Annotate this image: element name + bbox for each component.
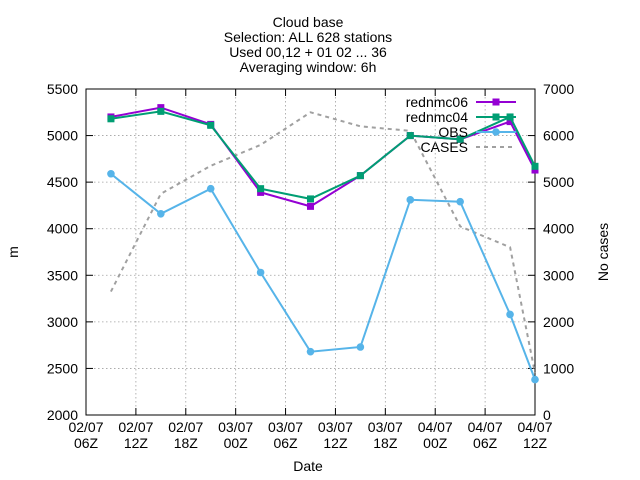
data-point-rednmc04 xyxy=(531,162,539,170)
data-point-obs xyxy=(406,196,415,204)
legend-marker-obs xyxy=(492,128,500,136)
data-point-rednmc06 xyxy=(257,188,265,196)
data-point-obs xyxy=(306,347,315,356)
y2-tick-label: 0 xyxy=(543,407,551,423)
y-tick-label: 5500 xyxy=(47,81,78,97)
y2-tick-label: 5000 xyxy=(543,174,574,190)
chart-title-line-2: Selection: ALL 628 stations xyxy=(224,29,392,45)
grid xyxy=(86,89,535,415)
data-point-rednmc04 xyxy=(406,132,414,140)
x-tick-label-date: 03/07 xyxy=(268,419,303,435)
legend-label-cases: CASES xyxy=(421,139,468,155)
y2-tick-label: 3000 xyxy=(543,267,574,283)
legend-label-rednmc06: rednmc06 xyxy=(406,94,468,110)
axes: 2000 2500 3000 3500 4000 4500 5000 5500 0 1000 200… xyxy=(47,81,575,451)
chart-title-line-4: Averaging window: 6h xyxy=(240,59,377,75)
y2-tick-label: 6000 xyxy=(543,128,574,144)
x-tick-label-hour: 06Z xyxy=(273,435,298,451)
x-tick-label-date: 03/07 xyxy=(218,419,253,435)
y-tick-label: 3000 xyxy=(47,314,78,330)
x-tick-label-hour: 12Z xyxy=(323,435,348,451)
x-tick-label-hour: 06Z xyxy=(74,435,99,451)
y-tick-label: 5000 xyxy=(47,128,78,144)
chart-title-line-3: Used 00,12 + 01 02 ... 36 xyxy=(229,44,387,60)
data-point-rednmc04 xyxy=(107,115,115,123)
y-tick-label: 4000 xyxy=(47,221,78,237)
x-tick-label-hour: 12Z xyxy=(523,435,548,451)
x-axis-label: Date xyxy=(293,458,323,474)
data-point-obs xyxy=(531,375,539,384)
series-layer xyxy=(107,104,539,384)
data-point-rednmc04 xyxy=(307,195,314,203)
x-tick-label-hour: 00Z xyxy=(423,435,448,451)
y-tick-label: 2500 xyxy=(47,360,78,376)
chart-title-line-1: Cloud base xyxy=(273,14,344,30)
x-tick-label-hour: 06Z xyxy=(473,435,498,451)
x-tick-label-date: 02/07 xyxy=(118,419,153,435)
data-point-rednmc06 xyxy=(307,202,314,210)
y-tick-label: 2000 xyxy=(47,407,78,423)
y2-tick-label: 2000 xyxy=(543,314,574,330)
data-point-obs xyxy=(107,169,115,178)
legend-marker-rednmc06 xyxy=(492,98,500,106)
y-axis-label: m xyxy=(5,246,21,258)
data-point-rednmc04 xyxy=(456,135,464,143)
y2-axis-label: No cases xyxy=(595,223,611,281)
x-tick-label-hour: 12Z xyxy=(124,435,149,451)
data-point-obs xyxy=(206,184,215,193)
series-line-obs xyxy=(110,173,536,380)
data-point-rednmc04 xyxy=(157,107,165,115)
legend-label-rednmc04: rednmc04 xyxy=(406,109,468,125)
x-tick-label-hour: 18Z xyxy=(373,435,398,451)
data-point-rednmc06 xyxy=(506,118,514,126)
data-point-rednmc04 xyxy=(257,185,265,193)
y2-tick-label: 4000 xyxy=(543,221,574,237)
legend-marker-rednmc04 xyxy=(492,113,500,121)
data-point-obs xyxy=(356,343,365,351)
x-tick-label-date: 04/07 xyxy=(517,419,552,435)
x-tick-label-hour: 18Z xyxy=(174,435,199,451)
data-point-rednmc06 xyxy=(531,166,539,174)
series-line-cases xyxy=(110,111,536,374)
x-tick-label-hour: 00Z xyxy=(224,435,249,451)
data-point-obs xyxy=(506,310,514,319)
data-point-obs xyxy=(456,197,464,206)
data-point-obs xyxy=(256,268,265,277)
x-tick-label-date: 04/07 xyxy=(468,419,503,435)
series-line-rednmc04 xyxy=(110,110,536,200)
y2-tick-label: 7000 xyxy=(543,81,574,97)
data-point-rednmc04 xyxy=(356,172,364,180)
y-tick-label: 3500 xyxy=(47,267,78,283)
x-tick-label-date: 03/07 xyxy=(318,419,353,435)
x-tick-label-date: 02/07 xyxy=(68,419,103,435)
y2-tick-label: 1000 xyxy=(543,360,574,376)
plot-frame xyxy=(85,88,536,416)
y-tick-label: 4500 xyxy=(47,174,78,190)
x-tick-label-date: 02/07 xyxy=(168,419,203,435)
data-point-rednmc06 xyxy=(157,104,165,112)
data-point-rednmc04 xyxy=(207,121,215,129)
x-tick-label-date: 04/07 xyxy=(418,419,453,435)
legend-label-obs: OBS xyxy=(438,124,468,140)
x-tick-label-date: 03/07 xyxy=(368,419,403,435)
chart-title: Cloud base Selection: ALL 628 stations U… xyxy=(224,14,392,75)
series-line-rednmc06 xyxy=(110,106,536,208)
data-point-obs xyxy=(157,210,165,218)
